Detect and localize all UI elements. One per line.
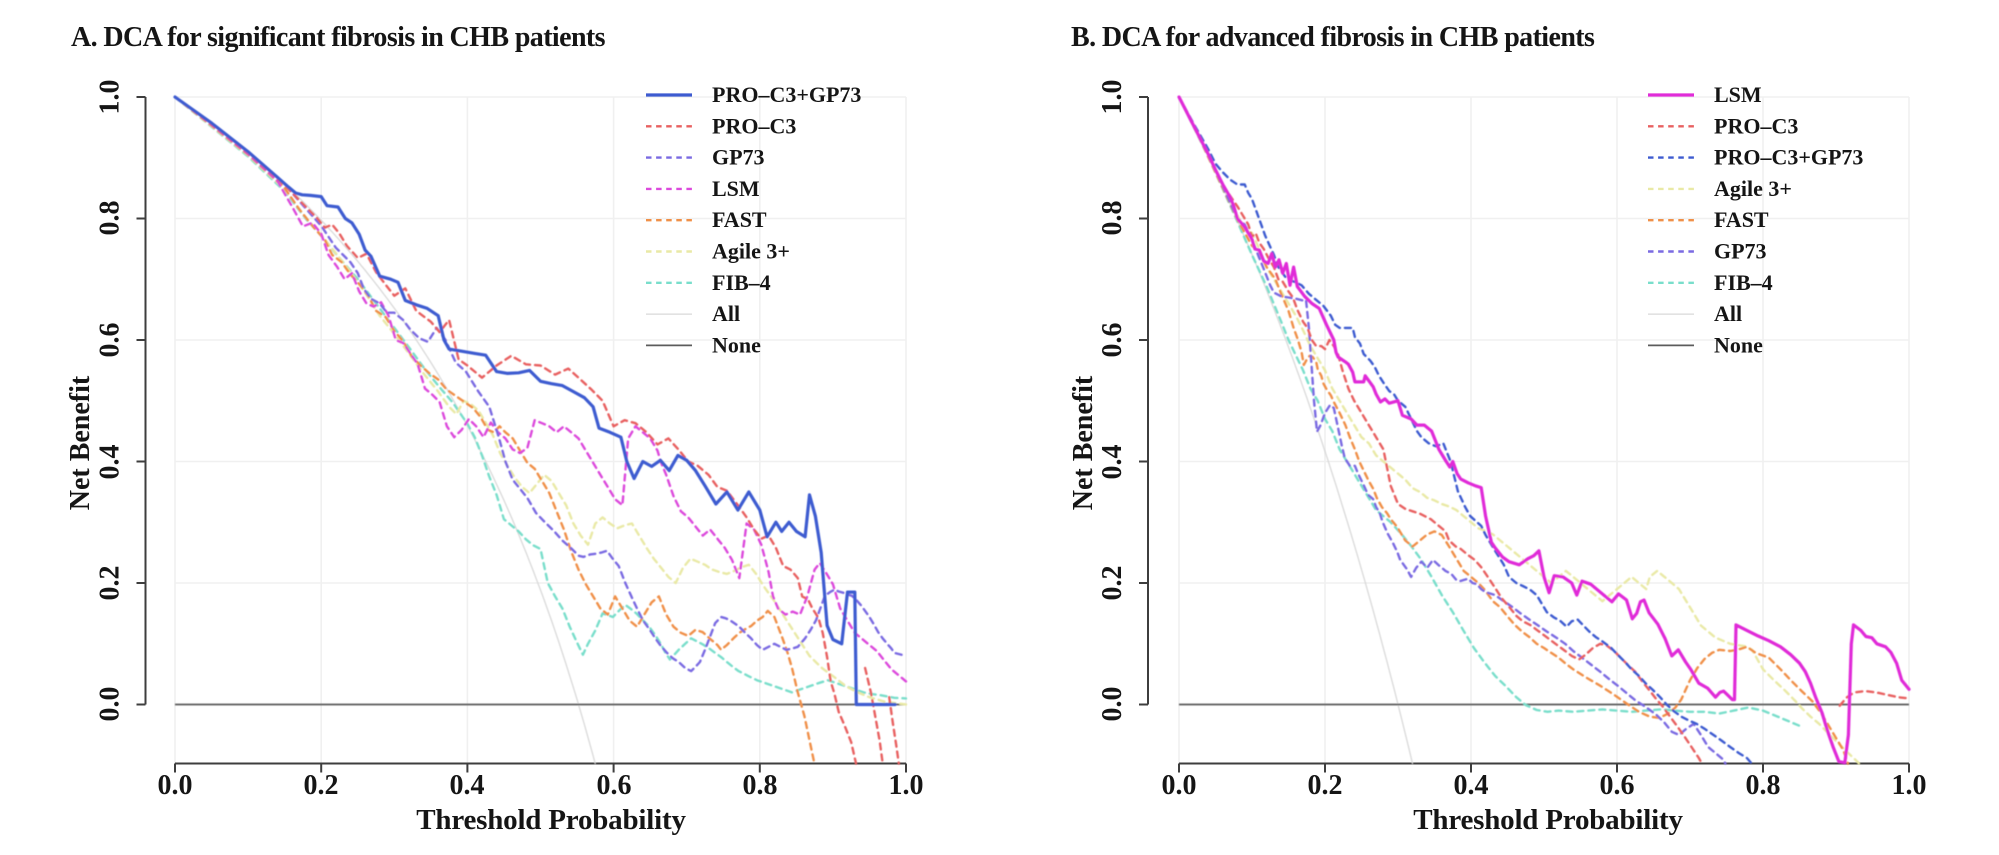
svg-text:PRO–C3: PRO–C3 bbox=[712, 113, 796, 138]
svg-text:0.0: 0.0 bbox=[158, 770, 193, 801]
svg-text:All: All bbox=[712, 301, 740, 326]
svg-text:A. DCA for significant fibrosi: A. DCA for significant fibrosis in CHB p… bbox=[71, 22, 606, 53]
svg-text:Net Benefit: Net Benefit bbox=[1068, 375, 1099, 510]
svg-text:0.6: 0.6 bbox=[1600, 770, 1635, 801]
svg-text:0.6: 0.6 bbox=[597, 770, 632, 801]
svg-text:GP73: GP73 bbox=[712, 145, 765, 170]
svg-text:Threshold Probability: Threshold Probability bbox=[1413, 804, 1683, 836]
svg-text:FIB–4: FIB–4 bbox=[1714, 270, 1773, 295]
svg-text:Agile 3+: Agile 3+ bbox=[1714, 176, 1792, 201]
svg-text:All: All bbox=[1714, 301, 1742, 326]
svg-text:0.6: 0.6 bbox=[95, 323, 126, 358]
svg-text:0.2: 0.2 bbox=[1097, 566, 1128, 601]
svg-text:FIB–4: FIB–4 bbox=[712, 270, 771, 295]
svg-text:LSM: LSM bbox=[1714, 82, 1762, 107]
svg-text:PRO–C3+GP73: PRO–C3+GP73 bbox=[1714, 145, 1863, 170]
svg-text:0.2: 0.2 bbox=[95, 566, 126, 601]
svg-text:Net Benefit: Net Benefit bbox=[65, 375, 96, 510]
svg-text:B. DCA for advanced fibrosis i: B. DCA for advanced fibrosis in CHB pati… bbox=[1071, 22, 1595, 53]
svg-text:0.2: 0.2 bbox=[304, 770, 339, 801]
svg-text:1.0: 1.0 bbox=[1892, 770, 1927, 801]
svg-text:0.4: 0.4 bbox=[95, 445, 126, 480]
svg-text:None: None bbox=[712, 332, 761, 357]
svg-text:0.4: 0.4 bbox=[1454, 770, 1489, 801]
svg-text:Agile 3+: Agile 3+ bbox=[712, 239, 790, 264]
svg-text:0.6: 0.6 bbox=[1097, 323, 1128, 358]
svg-text:FAST: FAST bbox=[712, 207, 767, 232]
svg-text:0.4: 0.4 bbox=[450, 770, 485, 801]
svg-text:None: None bbox=[1714, 332, 1763, 357]
svg-text:0.8: 0.8 bbox=[743, 770, 778, 801]
svg-text:PRO–C3: PRO–C3 bbox=[1714, 113, 1798, 138]
svg-text:0.0: 0.0 bbox=[95, 687, 126, 722]
svg-text:Threshold Probability: Threshold Probability bbox=[416, 804, 686, 836]
svg-text:0.8: 0.8 bbox=[95, 201, 126, 236]
svg-text:1.0: 1.0 bbox=[1097, 80, 1128, 115]
svg-text:0.8: 0.8 bbox=[1746, 770, 1781, 801]
svg-text:PRO–C3+GP73: PRO–C3+GP73 bbox=[712, 82, 861, 107]
svg-text:1.0: 1.0 bbox=[95, 80, 126, 115]
svg-text:0.8: 0.8 bbox=[1097, 201, 1128, 236]
svg-text:FAST: FAST bbox=[1714, 207, 1769, 232]
svg-text:LSM: LSM bbox=[712, 176, 760, 201]
svg-text:0.2: 0.2 bbox=[1308, 770, 1343, 801]
svg-text:0.0: 0.0 bbox=[1097, 687, 1128, 722]
svg-text:0.4: 0.4 bbox=[1097, 445, 1128, 480]
svg-text:1.0: 1.0 bbox=[889, 770, 924, 801]
svg-text:0.0: 0.0 bbox=[1162, 770, 1197, 801]
svg-text:GP73: GP73 bbox=[1714, 239, 1767, 264]
